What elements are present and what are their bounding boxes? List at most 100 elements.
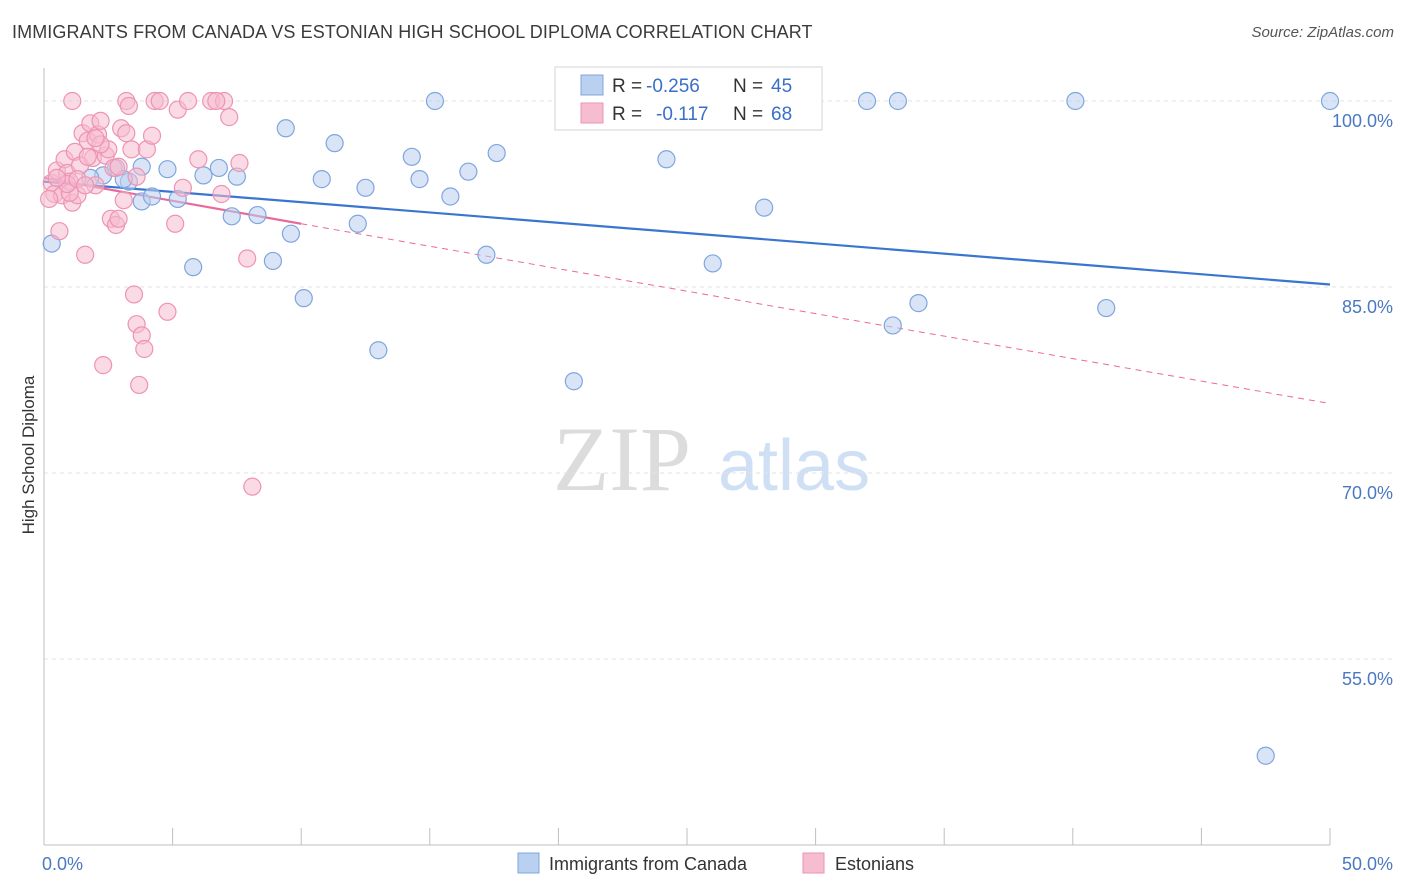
point-estonians: [47, 168, 66, 187]
point-estonians: [40, 189, 59, 209]
x-tick-label: 50.0%: [1342, 854, 1393, 874]
point-estonians: [243, 477, 262, 496]
point-canada: [1066, 91, 1085, 111]
point-canada: [425, 91, 445, 111]
y-axis-label: High School Diploma: [19, 375, 38, 534]
point-estonians: [135, 339, 154, 359]
point-canada: [402, 147, 421, 166]
stats-n-value-2: 68: [771, 104, 792, 125]
point-canada: [158, 160, 177, 179]
x-tick-label: 0.0%: [42, 854, 83, 874]
point-estonians: [189, 150, 208, 169]
legend-label-estonians: Estonians: [835, 854, 914, 874]
point-estonians: [78, 147, 97, 166]
stats-r-value-2: -0.117: [656, 104, 708, 125]
y-tick-label: 55.0%: [1342, 669, 1393, 689]
data-points: [40, 91, 1340, 765]
stats-box: R = -0.256 N = 45 R = -0.117 N = 68: [554, 66, 823, 131]
y-tick-label: 85.0%: [1342, 297, 1393, 317]
point-canada: [248, 205, 267, 225]
point-canada: [325, 134, 344, 153]
point-estonians: [238, 249, 257, 268]
point-estonians: [50, 222, 69, 241]
point-estonians: [109, 209, 128, 228]
point-estonians: [76, 245, 95, 264]
stats-r-value-1: -0.256: [646, 76, 700, 97]
chart-title: IMMIGRANTS FROM CANADA VS ESTONIAN HIGH …: [12, 22, 813, 42]
y-tick-label: 70.0%: [1342, 483, 1393, 503]
point-canada: [441, 187, 460, 206]
point-estonians: [142, 126, 162, 145]
point-estonians: [173, 178, 192, 197]
point-estonians: [114, 191, 133, 210]
legend: Immigrants from Canada Estonians: [517, 852, 914, 874]
point-estonians: [130, 375, 149, 395]
watermark-atlas: atlas: [718, 426, 870, 506]
grid-lines: [44, 100, 1392, 660]
point-canada: [276, 119, 295, 138]
point-canada: [209, 158, 228, 178]
point-canada: [909, 294, 928, 313]
point-estonians: [127, 167, 146, 186]
point-estonians: [150, 91, 169, 111]
point-canada: [857, 91, 877, 111]
point-estonians: [122, 140, 141, 159]
stats-n-value-1: 45: [771, 76, 792, 97]
point-canada: [1256, 746, 1275, 765]
point-canada: [459, 162, 478, 181]
stats-n-label-2: N =: [733, 104, 763, 125]
point-estonians: [207, 91, 226, 111]
point-canada: [410, 170, 429, 189]
legend-swatch-canada: [517, 852, 540, 874]
legend-label-canada: Immigrants from Canada: [549, 854, 748, 874]
point-canada: [294, 289, 313, 308]
point-canada: [487, 143, 506, 163]
axes: 100.0% 85.0% 70.0% 55.0% 0.0% 50.0%: [42, 68, 1393, 874]
point-canada: [263, 251, 283, 271]
point-estonians: [76, 176, 95, 195]
point-estonians: [94, 356, 113, 375]
trend-line-estonians-extended: [301, 223, 1331, 405]
point-estonians: [109, 157, 128, 176]
point-canada: [564, 372, 583, 391]
point-canada: [703, 254, 722, 273]
point-canada: [477, 245, 496, 264]
watermark-zip: ZIP: [553, 408, 691, 510]
point-canada: [281, 224, 301, 243]
point-canada: [1097, 298, 1116, 318]
point-estonians: [63, 91, 82, 111]
point-canada: [1320, 91, 1340, 111]
point-canada: [657, 150, 676, 169]
point-estonians: [158, 302, 177, 321]
point-estonians: [230, 153, 249, 173]
point-canada: [142, 187, 162, 206]
point-canada: [348, 214, 367, 233]
point-canada: [194, 166, 213, 185]
point-estonians: [178, 91, 198, 111]
point-canada: [184, 258, 203, 277]
point-canada: [888, 91, 908, 111]
y-tick-label: 100.0%: [1332, 111, 1393, 131]
point-canada: [369, 341, 388, 360]
point-estonians: [212, 184, 231, 204]
stats-r-label-2: R =: [612, 104, 642, 125]
point-estonians: [124, 285, 144, 304]
point-canada: [356, 178, 375, 197]
point-canada: [312, 170, 331, 189]
stats-n-label-1: N =: [733, 76, 763, 97]
point-estonians: [117, 124, 136, 143]
point-canada: [883, 316, 902, 335]
point-canada: [222, 207, 241, 226]
stats-r-label-1: R =: [612, 76, 642, 97]
stats-swatch-pink: [580, 102, 604, 124]
point-estonians: [166, 214, 185, 233]
point-canada: [755, 198, 774, 217]
legend-swatch-estonians: [802, 852, 825, 874]
point-estonians: [220, 108, 239, 127]
stats-swatch-blue: [580, 74, 604, 96]
point-estonians: [91, 111, 110, 130]
trend-line-canada: [43, 180, 1331, 286]
point-estonians: [86, 129, 105, 148]
source-label: Source: ZipAtlas.com: [1251, 24, 1394, 41]
